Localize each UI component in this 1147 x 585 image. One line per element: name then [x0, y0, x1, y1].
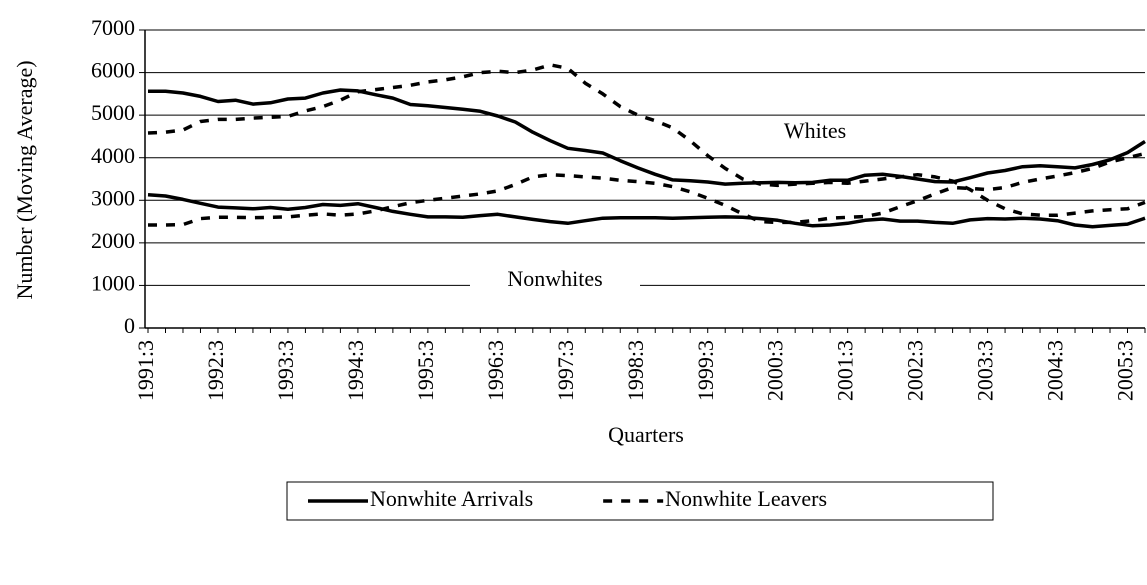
legend-label: Nonwhite Leavers: [665, 486, 827, 511]
y-axis-title: Number (Moving Average): [12, 60, 37, 299]
x-tick-label: 2001:3: [833, 340, 858, 401]
x-tick-label: 2002:3: [903, 340, 928, 401]
y-tick-label: 2000: [91, 228, 135, 253]
series-line: [148, 88, 1146, 186]
x-tick-label: 2000:3: [763, 340, 788, 401]
annotation-backdrop: [470, 267, 640, 295]
x-tick-label: 1993:3: [273, 340, 298, 401]
annotation-backdrop: [760, 119, 870, 147]
y-tick-label: 7000: [91, 15, 135, 40]
x-tick-label: 1996:3: [483, 340, 508, 401]
x-tick-label: 1995:3: [413, 340, 438, 401]
y-tick-label: 5000: [91, 100, 135, 125]
annotation: Whites: [784, 118, 846, 143]
y-tick-label: 6000: [91, 58, 135, 83]
x-tick-label: 1994:3: [343, 340, 368, 401]
y-tick-label: 0: [124, 313, 135, 338]
y-tick-label: 1000: [91, 270, 135, 295]
y-tick-label: 3000: [91, 185, 135, 210]
x-axis-title: Quarters: [608, 422, 684, 447]
x-tick-label: 2004:3: [1043, 340, 1068, 401]
legend-label: Nonwhite Arrivals: [370, 486, 533, 511]
series-line: [147, 63, 1146, 217]
x-tick-label: 1991:3: [133, 340, 158, 401]
x-tick-label: 2005:3: [1113, 340, 1138, 401]
x-tick-label: 1998:3: [623, 340, 648, 401]
x-tick-label: 1997:3: [553, 340, 578, 401]
x-tick-label: 1992:3: [203, 340, 228, 401]
annotation: Nonwhites: [507, 266, 602, 291]
series-line: [147, 193, 1146, 229]
series-line: [148, 151, 1146, 227]
x-tick-label: 1999:3: [693, 340, 718, 401]
x-tick-label: 2003:3: [973, 340, 998, 401]
y-tick-label: 4000: [91, 143, 135, 168]
